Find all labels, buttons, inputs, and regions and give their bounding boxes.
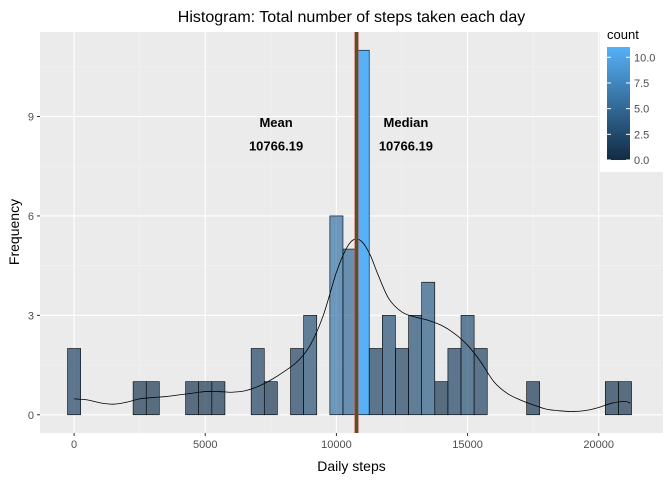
histogram-bar [263, 381, 278, 416]
x-axis-ticks: 0 5000 10000 15000 20000 [71, 433, 614, 451]
y-tick-label: 3 [28, 310, 34, 322]
legend-colorbar [607, 47, 630, 160]
y-tick-label: 0 [28, 410, 34, 422]
histogram-bar [421, 281, 436, 416]
histogram-bar [526, 381, 541, 416]
histogram-bar [368, 348, 383, 416]
legend-tick-label: 7.5 [634, 78, 649, 90]
histogram-bar [303, 315, 318, 416]
x-tick-label: 20000 [583, 439, 614, 451]
color-legend: count 0.0 2.5 5.0 7.5 10.0 [600, 26, 672, 172]
histogram-bar [198, 381, 213, 416]
y-axis-ticks: 0 3 6 9 [28, 112, 40, 422]
legend-tick-label: 0.0 [634, 155, 649, 167]
histogram-bar [447, 348, 462, 416]
mean-annotation-label: Mean [259, 115, 292, 130]
y-tick-label: 6 [28, 211, 34, 223]
histogram-bar [250, 348, 265, 416]
annotations: Mean 10766.19 Median 10766.19 [249, 115, 433, 153]
histogram-bar [290, 348, 304, 416]
histogram-bar [211, 381, 226, 416]
y-axis-title: Frequency [6, 199, 22, 265]
histogram-bar [382, 315, 396, 416]
x-tick-label: 0 [71, 439, 77, 451]
legend-tick-label: 10.0 [634, 52, 655, 64]
histogram-bar [185, 381, 200, 416]
x-tick-label: 15000 [452, 439, 483, 451]
histogram-bar [329, 215, 344, 416]
x-tick-label: 5000 [193, 439, 217, 451]
minor-gridlines [40, 32, 663, 433]
mean-annotation-value: 10766.19 [249, 138, 303, 153]
chart-title: Histogram: Total number of steps taken e… [178, 9, 525, 26]
histogram-bar [395, 348, 409, 416]
density-curve-group [74, 238, 631, 412]
histogram-bars [67, 49, 632, 416]
legend-tick-label: 2.5 [634, 129, 649, 141]
histogram-bar [460, 315, 475, 416]
x-tick-label: 10000 [321, 439, 352, 451]
histogram-bar [473, 348, 488, 416]
median-annotation-label: Median [384, 115, 429, 130]
legend-tick-label: 5.0 [634, 104, 649, 116]
histogram-bar [67, 348, 81, 416]
histogram-bar [408, 315, 422, 416]
x-axis-title: Daily steps [317, 458, 385, 474]
histogram-bar [618, 381, 632, 416]
median-annotation-value: 10766.19 [379, 138, 433, 153]
histogram-bar [604, 381, 619, 416]
histogram-bar [434, 381, 449, 416]
histogram-bar [342, 248, 357, 416]
y-tick-label: 9 [28, 112, 34, 124]
legend-title: count [607, 27, 639, 42]
legend-ticks: 0.0 2.5 5.0 7.5 10.0 [607, 52, 655, 167]
density-curve [74, 238, 631, 412]
